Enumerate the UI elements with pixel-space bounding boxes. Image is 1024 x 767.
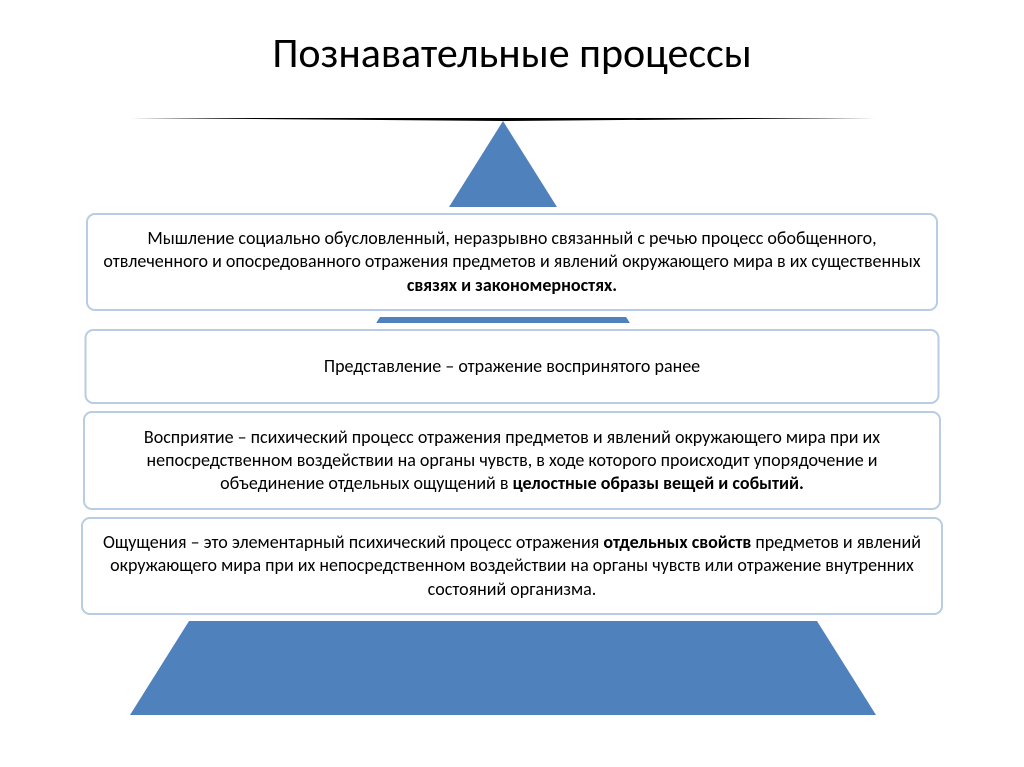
level-box-1: Представление – отражение воспринятого р… <box>85 329 940 404</box>
level-text: Представление – отражение воспринятого р… <box>101 355 924 378</box>
level-box-3: Ощущения – это элементарный психический … <box>81 517 943 615</box>
level-text: Ощущения – это элементарный психический … <box>97 531 927 600</box>
level-text: Восприятие – психический процесс отражен… <box>99 426 925 495</box>
slide-title: Познавательные процессы <box>0 28 1024 79</box>
level-box-0: Мышление социально обусловленный, неразр… <box>86 213 938 311</box>
slide: Познавательные процессы Мышление социаль… <box>0 0 1024 767</box>
level-box-2: Восприятие – психический процесс отражен… <box>83 411 941 510</box>
level-text: Мышление социально обусловленный, неразр… <box>102 227 922 296</box>
